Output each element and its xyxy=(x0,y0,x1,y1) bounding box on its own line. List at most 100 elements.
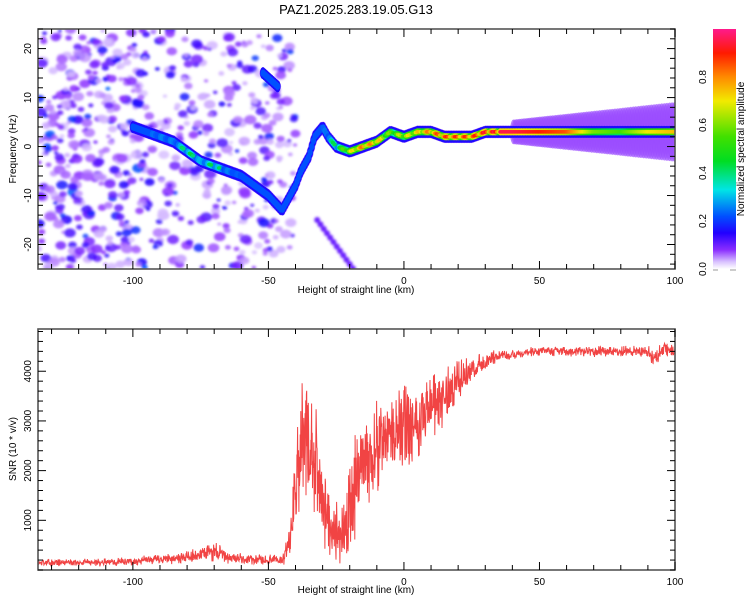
spectrogram-cell xyxy=(97,45,108,54)
spectrogram-cell xyxy=(199,265,206,269)
spectrogram-cell xyxy=(287,68,293,73)
spectrogram-cell xyxy=(56,180,68,190)
spectrogram-cell xyxy=(234,41,242,47)
spectrogram-cell xyxy=(130,149,143,160)
spectrogram-cell xyxy=(83,172,95,182)
spectrogram-cell xyxy=(46,99,52,104)
spectrogram-cell xyxy=(272,112,284,122)
spectrogram-cell xyxy=(164,29,175,38)
spectrogram-cell xyxy=(86,90,94,97)
spectrogram-cell xyxy=(74,246,86,256)
colorbar-tick-label: 0.4 xyxy=(698,166,709,180)
spectrogram-cell xyxy=(67,132,76,139)
spectrogram-cell xyxy=(116,62,126,70)
snr-y-tick-label: 2000 xyxy=(23,459,34,482)
spectrogram-cell xyxy=(231,80,237,85)
spectrogram-cell xyxy=(148,238,155,243)
spectrogram-cell xyxy=(154,66,160,71)
spectrogram-cell xyxy=(131,246,142,254)
spectrogram-cell xyxy=(106,134,111,139)
spectrogram-cell xyxy=(276,245,286,254)
spectrogram-cell xyxy=(92,70,98,76)
spectrogram-cell xyxy=(141,151,149,158)
spectrogram-cell xyxy=(174,103,181,109)
spectrogram-cell xyxy=(117,192,125,198)
spectrogram-cell xyxy=(191,39,203,48)
spectrogram-cell xyxy=(100,29,106,33)
spectrogram-cell xyxy=(227,48,239,57)
spectrogram-cell xyxy=(247,151,258,160)
spectrogram-cell xyxy=(250,203,255,207)
spectrogram-cell xyxy=(81,242,90,248)
snr-x-axis-label: Height of straight line (km) xyxy=(298,585,415,596)
spectrogram-cell xyxy=(193,120,204,129)
spectrogram-cell xyxy=(277,179,283,184)
spectrogram-cell xyxy=(88,103,94,108)
spectrogram-cell xyxy=(216,166,222,170)
snr-y-tick-label: 4000 xyxy=(23,360,34,383)
spectrogram-cell xyxy=(292,143,298,147)
spectrogram-cell xyxy=(209,138,217,144)
spectrogram-cell xyxy=(254,208,260,213)
spectrogram-cell xyxy=(76,224,83,230)
spectrogram-cell xyxy=(86,252,97,261)
spectrogram-cell xyxy=(336,247,343,254)
spectrogram-cell xyxy=(137,94,145,101)
spectrogram-cell xyxy=(79,52,92,63)
spectrogram-cell xyxy=(98,174,107,181)
spectrogram-cell xyxy=(125,76,138,86)
spectrogram-cell xyxy=(38,245,43,252)
spectrogram-cell xyxy=(69,99,75,104)
spectrogram-cell xyxy=(187,220,194,225)
spectrogram-cell xyxy=(181,36,189,43)
spectrogram-cell xyxy=(333,243,340,250)
spectrogram-cell xyxy=(162,187,174,197)
spectrogram-cell xyxy=(188,131,199,139)
spectrogram-cell xyxy=(64,152,71,158)
spectrogram-cell xyxy=(267,179,274,185)
spectrogram-cell xyxy=(253,138,262,145)
spectrogram-cell xyxy=(67,128,76,135)
spectrogram-cell xyxy=(65,263,74,269)
spectrogram-cell xyxy=(70,176,79,183)
spectrogram-cell xyxy=(52,95,58,100)
spectrogram-cell xyxy=(157,36,166,43)
spectrogram-cell xyxy=(196,215,207,224)
spectrogram-cell xyxy=(175,203,180,207)
spectrogram-cell xyxy=(42,113,49,118)
spectrogram-cell xyxy=(234,149,240,153)
spectrogram-cell xyxy=(183,120,191,126)
spectrogram-cell xyxy=(264,132,275,141)
spectrogram-cell xyxy=(216,198,221,202)
spectrogram-cell xyxy=(83,127,89,131)
spectrogram-cell xyxy=(244,115,257,125)
spectrogram-cell xyxy=(272,34,283,43)
spectrogram-cell xyxy=(226,103,232,107)
spectrogram-cell xyxy=(327,234,334,241)
spectrogram-cell xyxy=(125,29,137,37)
spectrogram-cell xyxy=(62,218,67,223)
chart-title: PAZ1.2025.283.19.05.G13 xyxy=(279,2,433,17)
spectrogram-cell xyxy=(193,243,205,252)
spectrogram-cell xyxy=(258,231,269,240)
snr-plot-frame xyxy=(37,328,676,571)
spectrogram-cell xyxy=(242,81,248,86)
spectrogram-cell xyxy=(44,185,56,194)
spectrogram-cell xyxy=(158,150,170,159)
spectrogram-cell xyxy=(93,90,104,99)
spectrogram-cell xyxy=(179,93,190,101)
spectrogram-cell xyxy=(69,84,79,92)
spectrogram-cell xyxy=(287,44,291,48)
spectrogram-cell xyxy=(147,145,158,154)
spectrogram-cell xyxy=(222,223,230,229)
spectrogram-cell xyxy=(100,250,107,255)
spectrogram-cell xyxy=(102,76,109,82)
spectrogram-y-axis-label: Frequency (Hz) xyxy=(8,115,19,184)
spectrogram-cell xyxy=(55,122,61,127)
spectrogram-cell xyxy=(206,41,218,50)
spectrogram-cell xyxy=(59,100,72,110)
spectrogram-cell xyxy=(141,264,148,269)
spectrogram-cell xyxy=(224,128,235,137)
spectrogram-cell xyxy=(84,113,92,120)
